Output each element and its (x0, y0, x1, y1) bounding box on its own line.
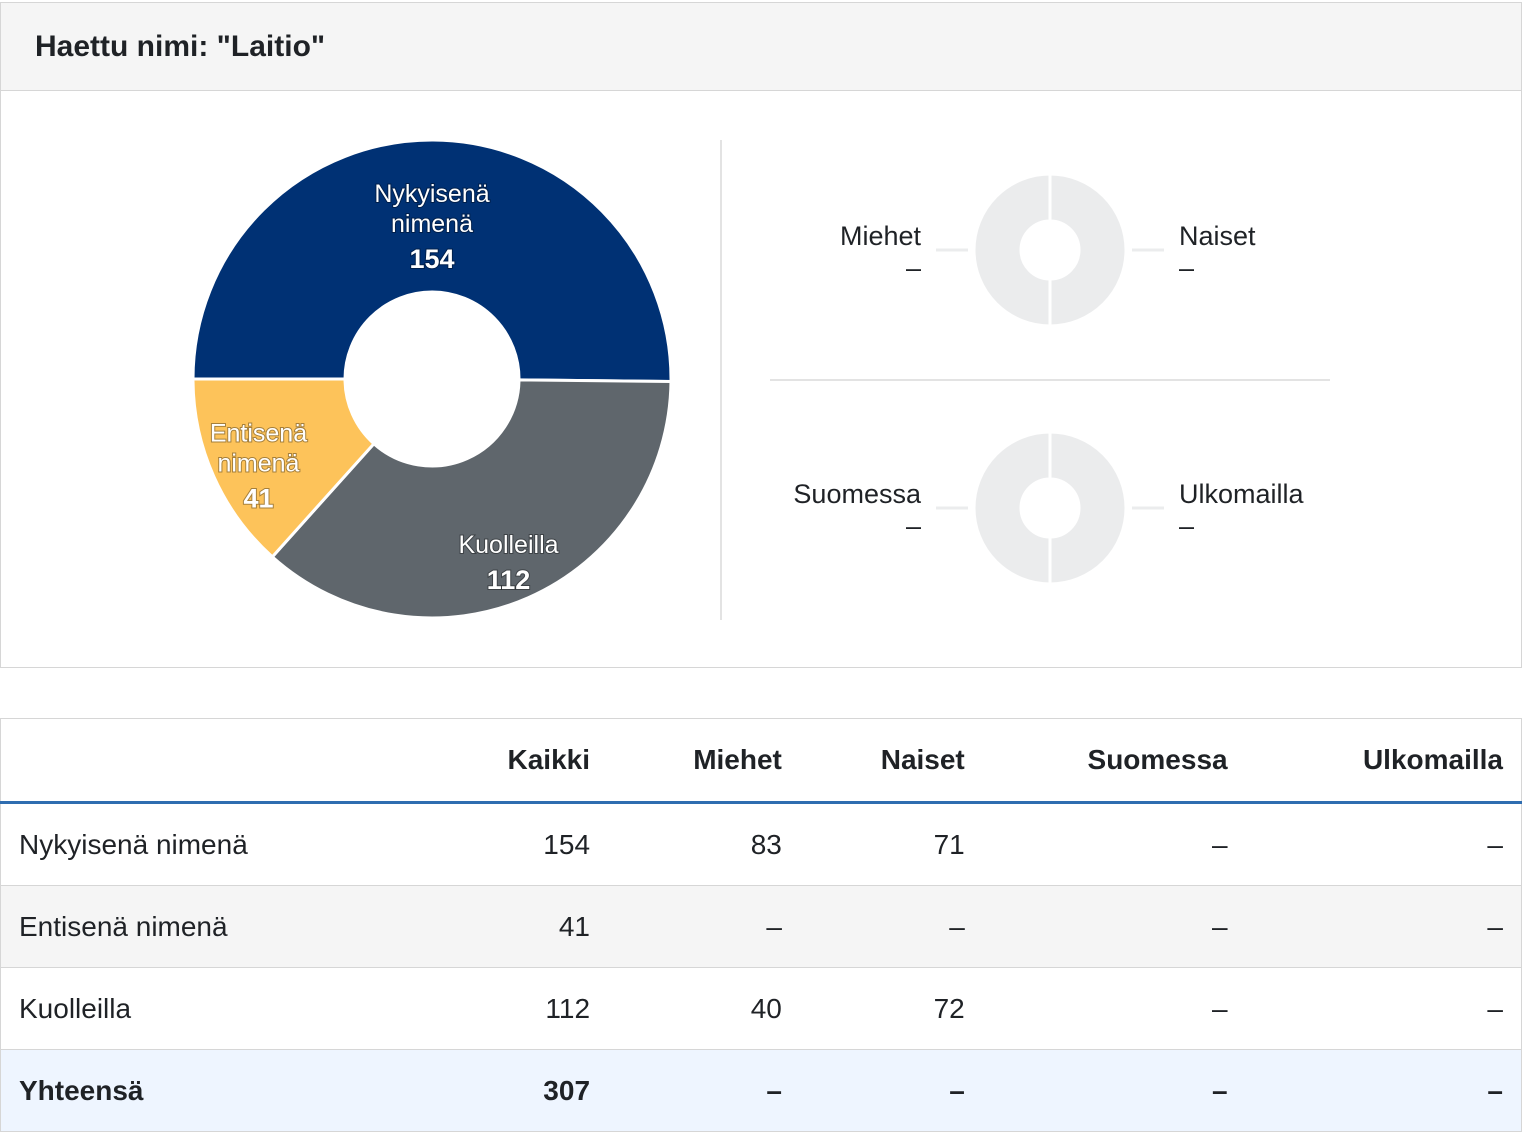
placeholder-slice-suomessa (1048, 430, 1128, 586)
placeholder-slice-miehet (1048, 172, 1128, 328)
legend-value-naiset: – (1179, 253, 1194, 283)
row-label: Yhteensä (0, 1049, 425, 1132)
slice-label: Nykyisenä (374, 180, 489, 208)
column-header-miehet: Miehet (608, 718, 800, 804)
statistics-table: Kaikki Miehet Naiset Suomessa Ulkomailla… (0, 718, 1522, 1132)
page-title: Haettu nimi: "Laitio" (35, 29, 326, 63)
legend-label-miehet: Miehet (840, 221, 922, 251)
legend-value-suomessa: – (906, 511, 921, 541)
slice-kuolleilla[interactable] (270, 378, 673, 620)
table-cell: 72 (799, 967, 983, 1050)
table-cell: 154 (424, 802, 609, 886)
column-header (0, 718, 425, 804)
location-donut-chart: Suomessa–Ulkomailla– (793, 430, 1305, 586)
row-label: Entisenä nimenä (0, 885, 425, 968)
horizontal-divider (770, 379, 1330, 381)
column-header-naiset: Naiset (799, 718, 983, 804)
slice-label: Kuolleilla (458, 531, 558, 559)
slice-nykyisena-nimena[interactable] (191, 138, 673, 383)
table-cell: – (1245, 967, 1522, 1050)
slice-label: nimenä (217, 449, 299, 477)
column-header-ulkomailla: Ulkomailla (1245, 718, 1522, 804)
table-cell: – (982, 885, 1246, 968)
table-cell: – (799, 1049, 983, 1132)
table-row: Entisenä nimenä 41 – – – – (0, 885, 1522, 968)
table-cell: – (1245, 802, 1522, 886)
slice-label: nimenä (391, 210, 473, 238)
gender-donut-chart: Miehet–Naiset– (840, 172, 1256, 328)
total-row: Yhteensä 307 – – – – (0, 1049, 1522, 1132)
table-cell: – (982, 1049, 1246, 1132)
slice-entisena-nimena[interactable] (191, 377, 376, 559)
table-cell: – (982, 802, 1246, 886)
card-header: Haettu nimi: "Laitio" (1, 3, 1521, 91)
table-cell: – (982, 967, 1246, 1050)
legend-value-miehet: – (906, 253, 921, 283)
table-row: Nykyisenä nimenä 154 83 71 – – (0, 802, 1522, 886)
slice-value: 154 (409, 244, 454, 274)
table-cell: 112 (424, 967, 609, 1050)
column-header-suomessa: Suomessa (982, 718, 1246, 804)
placeholder-slice-ulkomailla (972, 430, 1052, 586)
legend-label-suomessa: Suomessa (793, 479, 922, 509)
legend-label-ulkomailla: Ulkomailla (1179, 479, 1305, 509)
table-row: Kuolleilla 112 40 72 – – (0, 967, 1522, 1050)
placeholder-slice-naiset (972, 172, 1052, 328)
row-label: Kuolleilla (0, 967, 425, 1050)
usage-donut-chart: Nykyisenänimenä154Kuolleilla112Entisenän… (191, 138, 673, 620)
table-cell: 40 (608, 967, 800, 1050)
table-cell: 307 (424, 1049, 609, 1132)
row-label: Nykyisenä nimenä (0, 802, 425, 886)
table-cell: – (1245, 885, 1522, 968)
table-cell: 83 (608, 802, 800, 886)
legend-value-ulkomailla: – (1179, 511, 1194, 541)
column-header-kaikki: Kaikki (424, 718, 609, 804)
table-cell: – (608, 885, 800, 968)
slice-label: Entisenä (210, 419, 307, 447)
table-cell: – (799, 885, 983, 968)
table-cell: 71 (799, 802, 983, 886)
vertical-divider (720, 140, 722, 620)
table-cell: 41 (424, 885, 609, 968)
table-cell: – (1245, 1049, 1522, 1132)
legend-label-naiset: Naiset (1179, 221, 1256, 251)
table-cell: – (608, 1049, 800, 1132)
table-header-row: Kaikki Miehet Naiset Suomessa Ulkomailla (0, 718, 1522, 804)
slice-value: 112 (487, 565, 531, 595)
slice-value: 41 (243, 483, 273, 513)
